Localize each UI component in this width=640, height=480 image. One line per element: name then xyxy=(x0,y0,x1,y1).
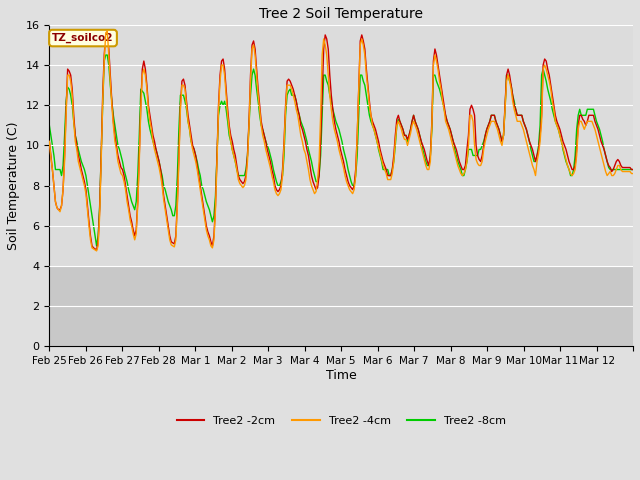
Bar xyxy=(49,266,633,347)
Title: Tree 2 Soil Temperature: Tree 2 Soil Temperature xyxy=(259,7,423,21)
Text: TZ_soilco2: TZ_soilco2 xyxy=(52,33,114,43)
X-axis label: Time: Time xyxy=(326,369,356,382)
Legend: Tree2 -2cm, Tree2 -4cm, Tree2 -8cm: Tree2 -2cm, Tree2 -4cm, Tree2 -8cm xyxy=(172,412,510,431)
Y-axis label: Soil Temperature (C): Soil Temperature (C) xyxy=(7,121,20,250)
